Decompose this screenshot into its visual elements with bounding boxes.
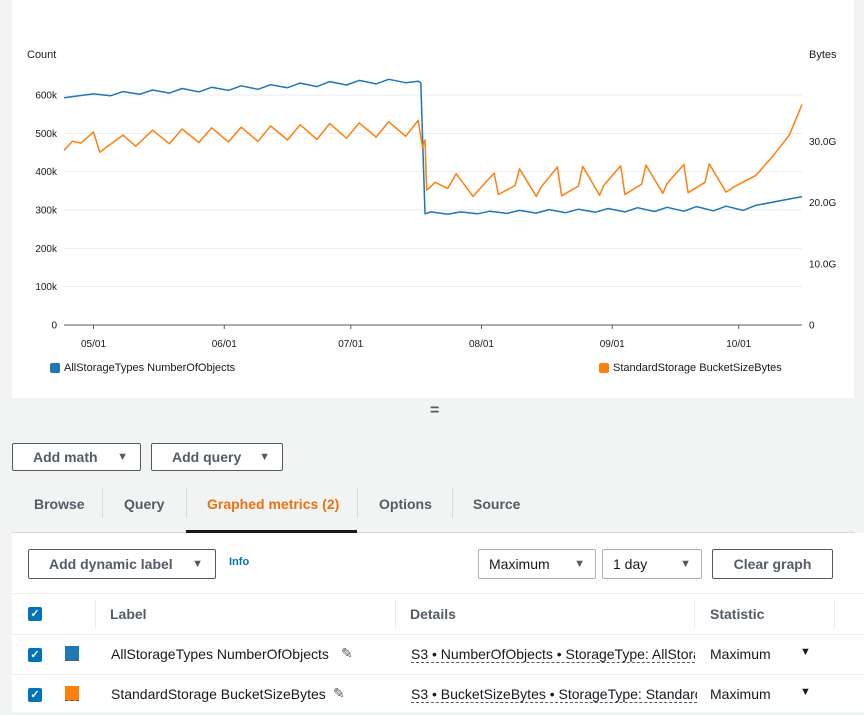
statistic-select[interactable]: Maximum ▼ xyxy=(478,549,596,579)
period-select-value: 1 day xyxy=(613,556,648,572)
series-color-swatch[interactable] xyxy=(65,646,79,661)
y-right-tick-label: 10.0G xyxy=(809,259,836,270)
row-label: AllStorageTypes NumberOfObjects xyxy=(111,646,329,662)
series-line-number-of-objects xyxy=(63,78,803,215)
add-dynamic-label-text: Add dynamic label xyxy=(49,556,173,572)
tab-source[interactable]: Source xyxy=(473,496,521,512)
add-math-label: Add math xyxy=(33,449,98,465)
y-right-tick-label: 20.0G xyxy=(809,198,836,209)
tab-options[interactable]: Options xyxy=(379,496,432,512)
row-statistic[interactable]: Maximum xyxy=(710,646,771,662)
table-row: ✓ StandardStorage BucketSizeBytes ✎ S3 •… xyxy=(12,674,864,715)
x-tick-label: 10/01 xyxy=(726,339,751,350)
header-label: Label xyxy=(110,606,147,622)
gridlines xyxy=(64,94,802,326)
select-all-checkbox[interactable]: ✓ xyxy=(28,607,42,621)
legend-swatch-blue xyxy=(50,363,60,373)
x-tick-label: 07/01 xyxy=(338,339,363,350)
y-left-axis-label: Count xyxy=(27,49,56,61)
table-header: ✓ Label Details Statistic xyxy=(12,593,864,635)
edit-label-icon[interactable]: ✎ xyxy=(333,685,345,701)
graphed-metrics-panel: Add dynamic label ▼ Info Maximum ▼ 1 day… xyxy=(12,533,864,715)
legend-item-left[interactable]: AllStorageTypes NumberOfObjects xyxy=(50,362,235,374)
tab-graphed-metrics[interactable]: Graphed metrics (2) xyxy=(207,496,340,512)
add-query-button[interactable]: Add query ▼ xyxy=(151,443,283,471)
row-checkbox[interactable]: ✓ xyxy=(28,648,42,662)
header-details: Details xyxy=(410,606,456,622)
info-link[interactable]: Info xyxy=(229,556,250,568)
x-tick-label: 06/01 xyxy=(212,339,237,350)
caret-down-icon: ▼ xyxy=(259,451,270,463)
tab-bar: Browse Query Graphed metrics (2) Options… xyxy=(12,484,854,533)
statistic-select-value: Maximum xyxy=(489,556,550,572)
y-left-tick-label: 400k xyxy=(35,167,58,178)
caret-down-icon: ▼ xyxy=(574,558,585,570)
y-right-tick-label: 30.0G xyxy=(809,137,836,148)
series-line-bucket-size-bytes xyxy=(63,104,803,198)
legend-swatch-orange xyxy=(599,363,609,373)
row-statistic[interactable]: Maximum xyxy=(710,686,771,702)
y-right-tick-label: 0 xyxy=(809,321,815,332)
table-row: ✓ AllStorageTypes NumberOfObjects ✎ S3 •… xyxy=(12,634,864,675)
clear-graph-label: Clear graph xyxy=(733,556,812,572)
add-query-label: Add query xyxy=(172,449,242,465)
header-statistic: Statistic xyxy=(710,606,765,622)
caret-down-icon[interactable]: ▼ xyxy=(800,686,811,698)
caret-down-icon: ▼ xyxy=(680,558,691,570)
caret-down-icon: ▼ xyxy=(117,451,128,463)
period-select[interactable]: 1 day ▼ xyxy=(602,549,702,579)
y-left-tick-label: 300k xyxy=(35,206,58,217)
x-tick-label: 09/01 xyxy=(600,339,625,350)
tab-query[interactable]: Query xyxy=(124,496,165,512)
legend-item-right[interactable]: StandardStorage BucketSizeBytes xyxy=(599,362,782,374)
y-left-tick-label: 0 xyxy=(51,321,57,332)
active-tab-indicator xyxy=(186,530,357,533)
series-lines xyxy=(63,78,803,215)
row-checkbox[interactable]: ✓ xyxy=(28,688,42,702)
axis-ticks: 600k 500k 400k 300k 200k 100k 0 30.0G 20.0G 10.0G… xyxy=(35,91,836,351)
row-details[interactable]: S3 • BucketSizeBytes • StorageType: Stan… xyxy=(411,686,697,703)
legend-label-left: AllStorageTypes NumberOfObjects xyxy=(64,362,236,374)
resize-handle-icon[interactable]: = xyxy=(430,402,440,419)
row-label: StandardStorage BucketSizeBytes xyxy=(111,686,326,702)
caret-down-icon[interactable]: ▼ xyxy=(800,646,811,658)
edit-label-icon[interactable]: ✎ xyxy=(341,645,353,661)
x-tick-label: 05/01 xyxy=(81,339,106,350)
add-dynamic-label-button[interactable]: Add dynamic label ▼ xyxy=(28,549,216,579)
clear-graph-button[interactable]: Clear graph xyxy=(712,549,833,579)
chart-panel: Count Bytes 600k 500k 400k 300k 200k 100k 0 30.… xyxy=(12,0,854,398)
y-left-tick-label: 100k xyxy=(35,282,58,293)
y-left-tick-label: 600k xyxy=(35,91,58,102)
line-chart: Count Bytes 600k 500k 400k 300k 200k 100k 0 30.… xyxy=(27,49,837,351)
y-left-tick-label: 200k xyxy=(35,244,58,255)
caret-down-icon: ▼ xyxy=(192,558,203,570)
y-right-axis-label: Bytes xyxy=(809,49,837,61)
row-details[interactable]: S3 • NumberOfObjects • StorageType: AllS… xyxy=(411,646,695,663)
y-left-tick-label: 500k xyxy=(35,129,58,140)
series-color-swatch[interactable] xyxy=(65,686,79,701)
legend-label-right: StandardStorage BucketSizeBytes xyxy=(613,362,782,374)
x-tick-label: 08/01 xyxy=(469,339,494,350)
add-math-button[interactable]: Add math ▼ xyxy=(12,443,141,471)
tab-browse[interactable]: Browse xyxy=(34,496,85,512)
